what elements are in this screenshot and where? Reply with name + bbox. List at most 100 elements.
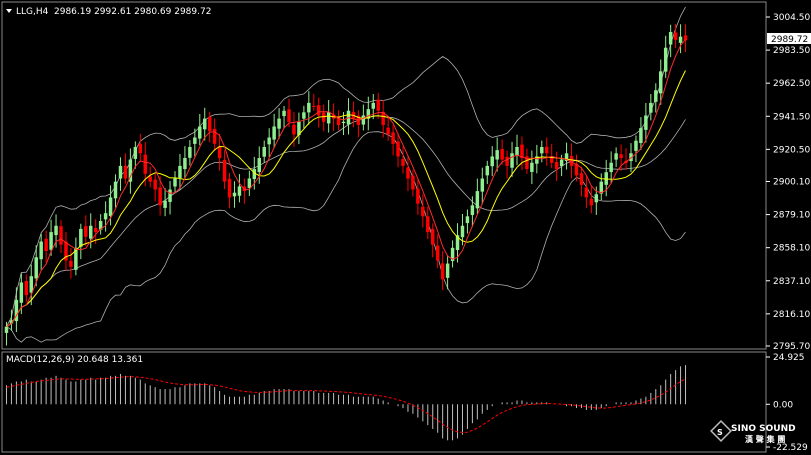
price-tick-label: 2962.50: [773, 79, 810, 89]
candle-body: [153, 179, 157, 190]
candle-body: [198, 126, 202, 139]
candle-body: [495, 150, 499, 160]
logo-diamond-icon: [710, 420, 732, 442]
candle-body: [530, 162, 534, 172]
candle-body: [178, 165, 182, 178]
candle-body: [287, 109, 291, 122]
candle-body: [579, 173, 584, 185]
candle-body: [485, 165, 489, 176]
macd-axis: 24.925 0.00 -22.529: [766, 353, 808, 453]
candle-body: [644, 115, 648, 130]
candle-body: [450, 247, 455, 262]
candle-body: [123, 165, 128, 179]
candle-body: [74, 247, 78, 270]
candle-body: [480, 178, 485, 192]
candle-body: [14, 299, 19, 322]
candle-body: [252, 169, 257, 180]
candle-body: [654, 90, 658, 102]
candle-body: [307, 102, 311, 113]
candle-body: [113, 181, 118, 199]
candle-body: [148, 176, 152, 182]
candle-body: [549, 156, 554, 163]
candle-body: [64, 241, 68, 261]
candle-body: [227, 178, 232, 198]
candle-body: [133, 146, 138, 159]
current-price-box: [767, 33, 811, 44]
candle-body: [34, 257, 38, 279]
candle-body: [321, 112, 326, 122]
macd-tick-label: -22.529: [773, 443, 808, 453]
candle-body: [500, 149, 504, 160]
candle-body: [138, 144, 143, 154]
candle-body: [4, 326, 9, 333]
candle-body: [475, 191, 480, 209]
candle-body: [386, 127, 390, 135]
candle-body: [406, 167, 410, 179]
candle-body: [540, 146, 544, 154]
candle-body: [312, 105, 316, 107]
candle-body: [396, 141, 400, 157]
price-tick-label: 2879.10: [773, 211, 810, 221]
candlestick-series: [4, 23, 688, 346]
candle-body: [559, 159, 564, 167]
price-tick-label: 2983.50: [773, 46, 810, 56]
candle-body: [520, 144, 524, 159]
price-tick-label: 2941.50: [773, 112, 810, 122]
candle-body: [634, 140, 638, 151]
price-tick-label: 2837.10: [773, 277, 810, 287]
candle-body: [317, 105, 321, 116]
candle-body: [54, 225, 58, 236]
candle-body: [212, 128, 217, 144]
candle-body: [594, 194, 599, 203]
candle-body: [341, 121, 346, 124]
candle-body: [222, 159, 227, 182]
macd-series: [5, 365, 687, 441]
candle-body: [599, 181, 603, 194]
candle-body: [411, 175, 415, 190]
candle-body: [262, 146, 266, 157]
candle-body: [207, 116, 212, 132]
candle-body: [232, 192, 237, 197]
candle-body: [584, 187, 589, 198]
candle-body: [217, 146, 222, 159]
candle-body: [282, 110, 286, 117]
price-panel-frame: [1, 1, 767, 350]
candle-body: [673, 32, 678, 40]
candle-body: [84, 226, 88, 237]
candle-body: [574, 163, 579, 176]
candle-body: [460, 225, 465, 238]
candle-body: [128, 159, 133, 182]
candle-body: [267, 137, 271, 145]
candle-body: [554, 162, 559, 170]
candle-body: [237, 186, 242, 196]
candle-body: [29, 276, 33, 293]
candle-body: [163, 200, 167, 208]
candle-body: [24, 280, 29, 296]
candle-body: [589, 198, 594, 206]
sino-sound-logo: S SINO SOUND 漢 聲 集 團: [710, 420, 796, 444]
candle-body: [649, 102, 653, 113]
candle-body: [678, 36, 683, 43]
candle-body: [371, 102, 375, 109]
candle-body: [9, 320, 14, 324]
candle-body: [668, 31, 673, 45]
candle-body: [629, 153, 633, 162]
candle-body: [510, 153, 514, 168]
dropdown-triangle-icon[interactable]: [6, 9, 12, 13]
candle-body: [98, 221, 103, 230]
candle-body: [535, 156, 539, 164]
candle-body: [426, 216, 430, 233]
ohlc-label: 2986.19 2992.61 2980.69 2989.72: [54, 7, 211, 17]
candle-body: [272, 126, 276, 140]
candle-body: [188, 146, 192, 158]
candle-body: [659, 71, 663, 94]
candle-body: [465, 216, 470, 224]
moving-averages: [6, 38, 686, 328]
candle-body: [416, 188, 420, 204]
logo-subtitle: 漢 聲 集 團: [745, 434, 785, 444]
candle-body: [79, 228, 83, 247]
candle-body: [470, 205, 475, 216]
price-tick-label: 3004.50: [773, 13, 810, 23]
price-tick-label: 2816.10: [773, 310, 810, 320]
